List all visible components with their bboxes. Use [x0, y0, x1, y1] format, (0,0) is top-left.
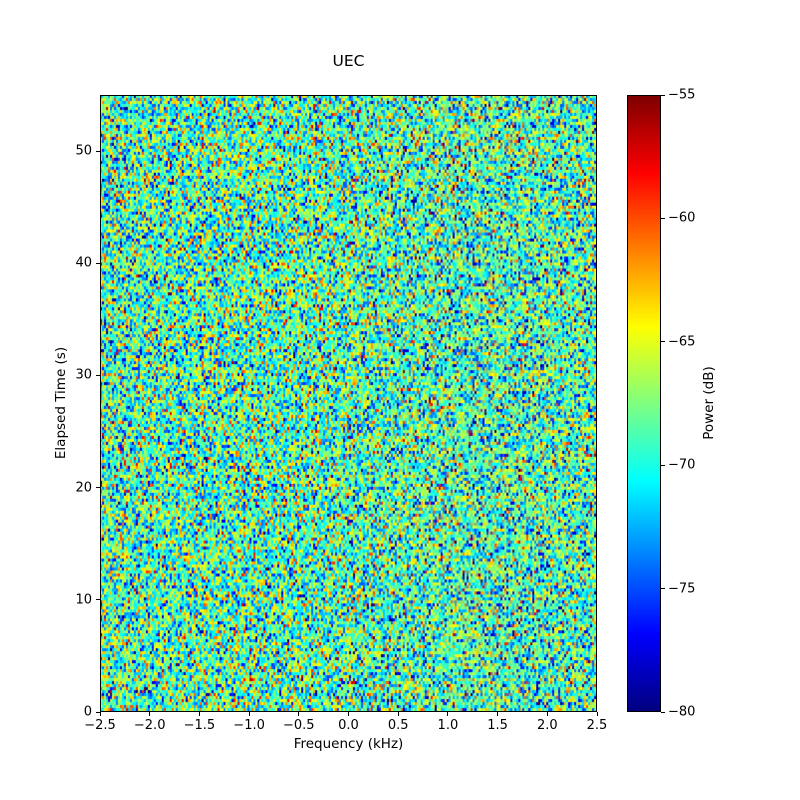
colorbar [627, 95, 661, 712]
colorbar-tick-label: −75 [668, 581, 695, 596]
x-tick-mark [348, 712, 349, 716]
y-tick-label: 20 [52, 480, 92, 495]
y-tick-mark [96, 487, 100, 488]
y-tick-label: 10 [52, 592, 92, 607]
spectrogram-heatmap-canvas [101, 96, 596, 711]
y-tick-mark [96, 375, 100, 376]
y-tick-label: 30 [52, 368, 92, 383]
y-tick-label: 40 [52, 256, 92, 271]
x-tick-mark [597, 712, 598, 716]
y-tick-mark [96, 263, 100, 264]
colorbar-tick-label: −55 [668, 88, 695, 103]
colorbar-gradient-canvas [628, 96, 660, 711]
x-tick-label: 0.5 [388, 718, 409, 733]
x-tick-mark [497, 712, 498, 716]
x-tick-mark [149, 712, 150, 716]
x-tick-label: −2.5 [84, 718, 116, 733]
y-tick-label: 50 [52, 144, 92, 159]
x-tick-mark [547, 712, 548, 716]
x-tick-label: 2.0 [537, 718, 558, 733]
x-tick-label: −1.0 [233, 718, 265, 733]
colorbar-tick-label: −70 [668, 458, 695, 473]
y-tick-mark [96, 712, 100, 713]
colorbar-label: Power (dB) [701, 366, 717, 439]
y-tick-mark [96, 151, 100, 152]
colorbar-tick-mark [661, 95, 665, 96]
colorbar-tick-mark [661, 465, 665, 466]
colorbar-tick-label: −65 [668, 334, 695, 349]
x-tick-label: −0.5 [283, 718, 315, 733]
colorbar-tick-label: −80 [668, 705, 695, 720]
y-tick-mark [96, 599, 100, 600]
x-tick-mark [100, 712, 101, 716]
x-tick-label: 0.0 [338, 718, 359, 733]
spectrogram-figure: UEC Center freq. (MHz) : 109.300000 Star… [0, 0, 800, 800]
x-tick-mark [447, 712, 448, 716]
x-tick-label: 2.5 [587, 718, 608, 733]
y-axis-label: Elapsed Time (s) [53, 347, 69, 459]
x-tick-mark [298, 712, 299, 716]
x-tick-mark [398, 712, 399, 716]
colorbar-tick-label: −60 [668, 211, 695, 226]
x-tick-label: 1.5 [487, 718, 508, 733]
x-tick-mark [249, 712, 250, 716]
x-axis-label: Frequency (kHz) [100, 736, 597, 752]
heatmap-plot-area [100, 95, 597, 712]
x-tick-label: 1.0 [438, 718, 459, 733]
x-tick-mark [199, 712, 200, 716]
x-tick-label: −1.5 [184, 718, 216, 733]
colorbar-tick-mark [661, 218, 665, 219]
title-line-1: UEC [100, 53, 597, 70]
x-tick-label: −2.0 [134, 718, 166, 733]
colorbar-tick-mark [661, 588, 665, 589]
colorbar-tick-mark [661, 712, 665, 713]
y-tick-label: 0 [52, 705, 92, 720]
colorbar-tick-mark [661, 341, 665, 342]
